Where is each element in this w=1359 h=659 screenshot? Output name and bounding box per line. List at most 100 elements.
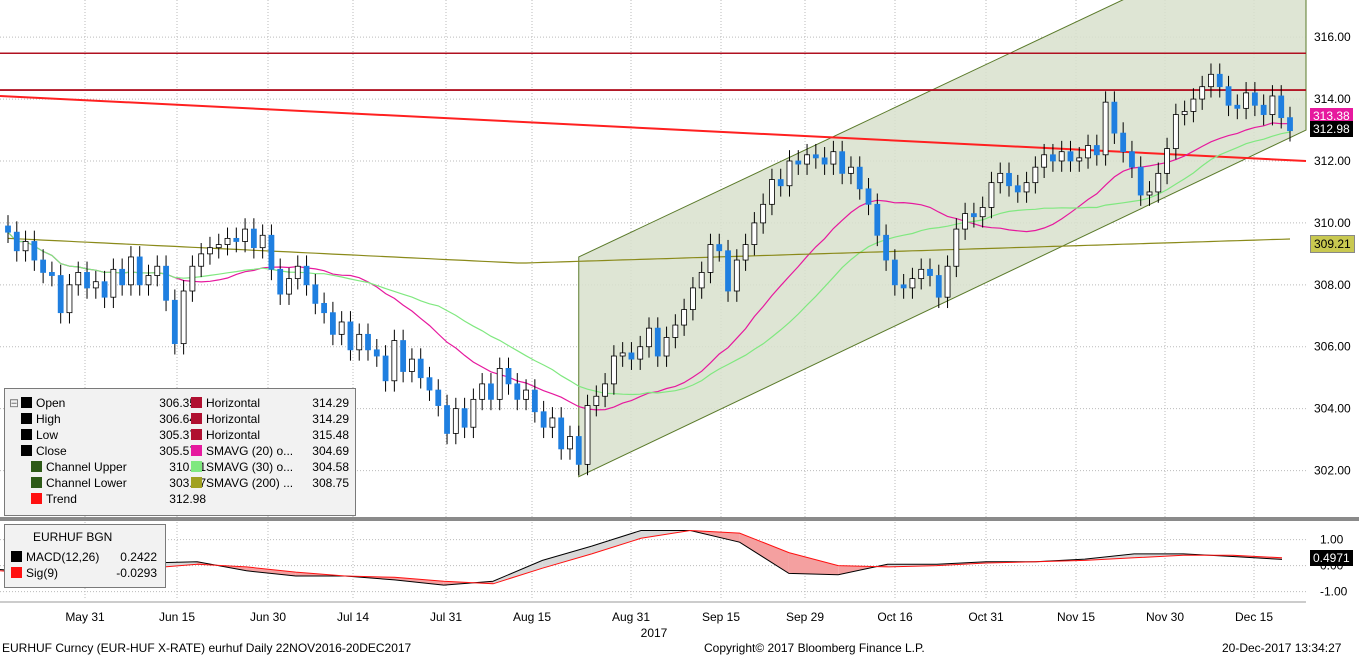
candle-body — [145, 275, 152, 286]
legend-value: 312.98 — [169, 492, 206, 506]
sma20-value-tag: 313.38 — [1310, 108, 1353, 124]
candle-body — [110, 268, 117, 298]
candle-body — [242, 228, 248, 242]
macd-fill — [493, 560, 543, 584]
candle-body — [470, 398, 477, 428]
candle-body — [1234, 104, 1241, 109]
candle-body — [1243, 92, 1249, 109]
candle-body — [312, 284, 319, 304]
x-tick-label: Jun 30 — [250, 610, 286, 624]
candle-body — [531, 389, 538, 413]
candle-body — [417, 358, 424, 379]
candle-body — [848, 166, 854, 174]
candle-body — [409, 358, 415, 372]
candle-body — [927, 268, 933, 276]
price-tick-label: 306.00 — [1314, 340, 1351, 354]
candle-body — [277, 268, 284, 295]
candle-body — [742, 244, 749, 261]
candle-body — [646, 327, 652, 348]
candle-body — [830, 151, 837, 165]
legend-label: Open — [36, 396, 66, 410]
candle-body — [356, 333, 363, 351]
candle-body — [523, 389, 529, 400]
candle-body — [5, 225, 11, 233]
candle-body — [1129, 151, 1135, 168]
candle-body — [400, 340, 407, 372]
candle-body — [66, 284, 73, 314]
candle-body — [804, 154, 810, 165]
candle-body — [610, 355, 617, 385]
candle-body — [690, 287, 696, 310]
legend-label: SMAVG (30) o... — [206, 460, 294, 474]
candle-body — [672, 324, 679, 338]
legend-value: 306.64 — [159, 412, 196, 426]
macd-legend: EURHUF BGN MACD(12,26) 0.2422 Sig(9) -0.029… — [4, 524, 166, 588]
candle-body — [382, 355, 389, 382]
candle-body — [1155, 172, 1162, 193]
candle-body — [1287, 117, 1293, 132]
candle-body — [84, 272, 90, 289]
candle-body — [567, 436, 573, 450]
candle-body — [57, 275, 64, 314]
legend-label: Horizontal — [206, 412, 261, 426]
candle-body — [733, 259, 740, 292]
candle-body — [874, 203, 881, 236]
price-tick-label: 316.00 — [1314, 30, 1351, 44]
candle-body — [769, 179, 775, 205]
price-tick-label: 312.00 — [1314, 154, 1351, 168]
candle-body — [101, 281, 108, 298]
candle-body — [944, 265, 951, 298]
candle-body — [329, 312, 336, 335]
candle-body — [250, 228, 257, 249]
x-tick-label: Jun 15 — [159, 610, 195, 624]
candle-body — [268, 234, 275, 270]
macd-legend-row: MACD(12,26) 0.2422 — [11, 549, 159, 565]
candle-body — [514, 383, 521, 400]
candle-body — [207, 247, 213, 255]
candle-body — [997, 172, 1004, 184]
x-tick-label: Sep 29 — [786, 610, 824, 624]
legend-label: Horizontal — [206, 428, 261, 442]
candle-body — [1067, 151, 1074, 162]
candle-body — [338, 321, 345, 335]
candle-body — [496, 368, 503, 400]
candle-body — [821, 157, 828, 165]
price-chart[interactable]: 302.00 304.00 306.00 308.00 310.00 312.00 314.… — [0, 0, 1359, 640]
legend-label: Horizontal — [206, 396, 261, 410]
candle-body — [1251, 92, 1258, 106]
candle-body — [725, 250, 731, 292]
x-tick-label: Nov 15 — [1057, 610, 1095, 624]
candle-body — [602, 383, 608, 397]
candle-body — [865, 188, 872, 205]
legend-row: Horizontal 314.29 — [191, 395, 351, 411]
candle-body — [856, 166, 863, 190]
candle-body — [900, 284, 907, 289]
x-tick-label: May 31 — [65, 610, 105, 624]
candle-body — [795, 160, 802, 165]
candle-body — [31, 241, 38, 261]
macd-fill — [246, 566, 296, 576]
x-tick-label: Jul 14 — [337, 610, 369, 624]
candle-body — [1216, 73, 1223, 88]
x-tick-label: Nov 30 — [1146, 610, 1184, 624]
candle-body — [628, 352, 635, 360]
candle-body — [812, 154, 819, 159]
macd-legend-value: 0.2422 — [120, 550, 157, 564]
candle-body — [303, 265, 310, 286]
candle-body — [426, 377, 433, 391]
candle-body — [75, 272, 82, 286]
x-tick-label: Jul 31 — [430, 610, 462, 624]
price-tick-label: 314.00 — [1314, 92, 1351, 106]
candle-body — [698, 272, 705, 289]
legend-value: 314.29 — [312, 412, 349, 426]
legend-label: Trend — [46, 492, 77, 506]
legend-collapse-icon[interactable]: ⊟ — [9, 396, 20, 410]
candle-body — [1023, 182, 1030, 193]
candle-body — [1093, 145, 1100, 156]
x-tick-label: Aug 31 — [612, 610, 650, 624]
candle-body — [584, 405, 591, 465]
x-tick-label: Oct 31 — [968, 610, 1004, 624]
candle-body — [1181, 111, 1188, 115]
candle-body — [13, 231, 20, 252]
legend-row: Channel Upper 310.21 — [31, 459, 206, 475]
